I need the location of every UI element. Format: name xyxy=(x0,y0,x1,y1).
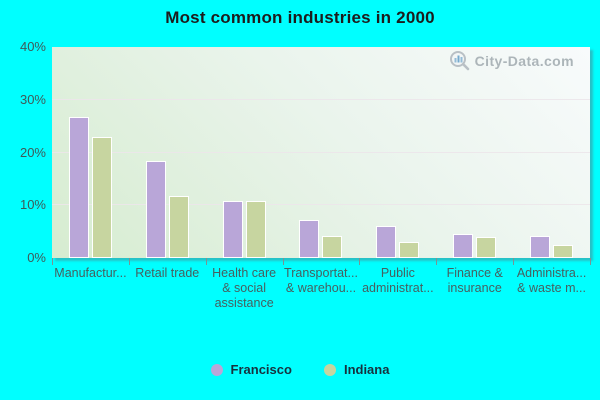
bar-indiana xyxy=(168,196,189,258)
bar-indiana xyxy=(322,236,343,258)
bar-indiana xyxy=(476,236,497,258)
bar-group xyxy=(513,47,590,258)
bar-group xyxy=(52,47,129,258)
x-tick xyxy=(52,258,53,265)
x-axis-label: Retail trade xyxy=(135,266,200,280)
bar-indiana xyxy=(553,244,574,258)
gridline-10 xyxy=(52,204,590,206)
legend-label-francisco: Francisco xyxy=(230,362,292,377)
bar-group xyxy=(283,47,360,258)
x-tick xyxy=(282,258,284,265)
bar-francisco xyxy=(299,220,320,258)
bar-francisco xyxy=(530,235,551,258)
bar-francisco xyxy=(376,226,397,258)
legend: Francisco Indiana xyxy=(0,362,600,377)
legend-item-indiana: Indiana xyxy=(323,362,390,377)
legend-label-indiana: Indiana xyxy=(343,362,390,377)
x-tick xyxy=(128,258,130,265)
watermark-text: City-Data.com xyxy=(474,53,574,69)
x-tick xyxy=(513,258,515,265)
bar-group xyxy=(359,47,436,258)
bar-indiana xyxy=(399,242,420,258)
y-axis-label: 10% xyxy=(19,197,46,213)
x-tick xyxy=(205,258,207,265)
chart-title: Most common industries in 2000 xyxy=(165,8,435,27)
gridline-20 xyxy=(52,151,590,153)
x-tick xyxy=(590,258,591,265)
bar-indiana xyxy=(91,137,112,258)
y-axis-label: 20% xyxy=(19,144,46,160)
bar-francisco xyxy=(145,161,166,258)
bar-francisco xyxy=(68,117,89,258)
bar-indiana xyxy=(245,201,266,258)
watermark: City-Data.com xyxy=(449,50,574,72)
plot-area: City-Data.com xyxy=(52,47,590,258)
legend-swatch-indiana xyxy=(323,363,336,376)
legend-item-francisco: Francisco xyxy=(210,362,292,377)
x-axis-label: Transportat... & warehou... xyxy=(284,266,358,295)
bar-group xyxy=(129,47,206,258)
legend-swatch-francisco xyxy=(210,363,223,376)
x-axis-label: Health care & social assistance xyxy=(212,266,277,310)
x-axis-label: Public administrat... xyxy=(362,266,434,295)
bar-group xyxy=(436,47,513,258)
bar-francisco xyxy=(222,201,243,258)
gridline-30 xyxy=(52,98,590,100)
bar-group xyxy=(206,47,283,258)
x-tick xyxy=(359,258,361,265)
bar-francisco xyxy=(453,234,474,258)
magnifier-bar-chart-icon xyxy=(449,51,469,71)
y-axis-label: 0% xyxy=(27,250,46,265)
x-tick xyxy=(436,258,438,265)
y-axis-label: 30% xyxy=(19,91,46,107)
x-axis-label: Finance & insurance xyxy=(446,266,503,295)
y-axis-label: 40% xyxy=(19,39,46,54)
x-axis-label: Administra... & waste m... xyxy=(516,266,587,295)
x-axis-label: Manufactur... xyxy=(54,266,127,280)
